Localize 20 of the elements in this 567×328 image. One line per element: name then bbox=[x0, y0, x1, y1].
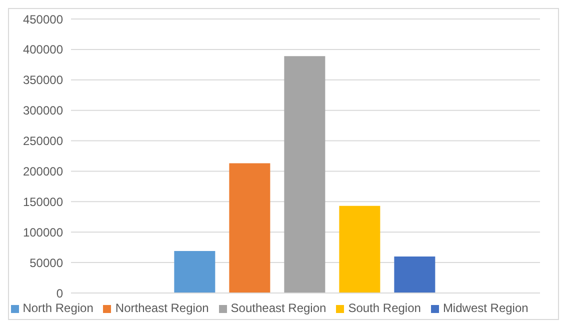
legend-label: Southeast Region bbox=[230, 301, 326, 315]
y-tick-label: 100000 bbox=[22, 225, 64, 240]
bar bbox=[229, 163, 270, 293]
y-tick-label: 400000 bbox=[22, 42, 64, 57]
y-tick-label: 150000 bbox=[22, 194, 64, 209]
bar bbox=[284, 56, 326, 293]
legend-label: South Region bbox=[348, 301, 421, 315]
bar bbox=[339, 206, 380, 293]
y-tick-label: 350000 bbox=[22, 73, 64, 88]
y-tick-label: 200000 bbox=[22, 164, 64, 178]
y-tick-label: 50000 bbox=[30, 256, 64, 270]
y-tick-label: 300000 bbox=[22, 104, 64, 118]
legend-label: Midwest Region bbox=[442, 301, 528, 315]
legend-label: North Region bbox=[22, 301, 94, 315]
bar bbox=[174, 250, 216, 293]
y-tick-label: 0 bbox=[56, 286, 64, 300]
legend-label: Northeast Region bbox=[115, 301, 209, 315]
y-tick-label: 250000 bbox=[22, 134, 64, 148]
y-tick-label: 450000 bbox=[22, 12, 64, 26]
bar bbox=[394, 256, 436, 293]
